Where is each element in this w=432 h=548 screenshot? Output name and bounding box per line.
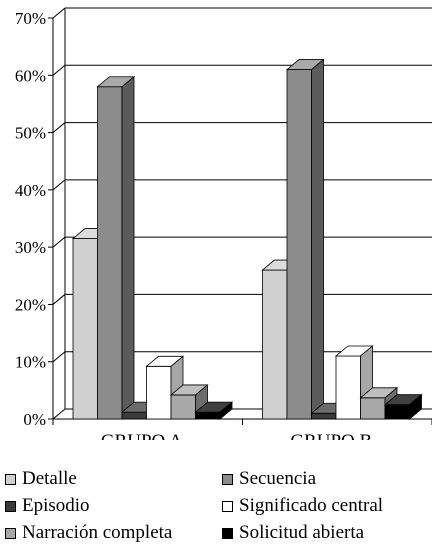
legend: Detalle Secuencia Episodio Significado c… [0,440,432,548]
y-tick-label: 10% [15,353,46,372]
y-tick-label: 20% [15,295,46,314]
y-tick-label: 70% [15,9,46,28]
gridline-depth [52,122,66,133]
legend-item-detalle: Detalle [5,468,77,490]
bar-side [409,393,422,420]
legend-label: Significado central [239,495,384,516]
gridline-depth [52,294,66,305]
x-tick-label: GRUPO A [101,431,183,440]
bar-side [311,58,324,420]
legend-item-significado-central: Significado central [222,495,383,517]
legend-swatch [222,527,233,539]
legend-item-solicitud-abierta: Solicitud abierta [222,522,364,544]
bar [146,365,172,420]
legend-item-secuencia: Secuencia [222,468,316,490]
bar [286,69,312,420]
x-tick-label: GRUPO B [290,431,372,440]
gridline-depth [52,179,66,191]
legend-swatch [222,500,233,512]
bar-chart: 0% 10% 20% 30% 40% 50% 60% 70% GRUPO A GRUPO B [15,7,432,440]
bar-side [121,75,135,420]
bar [384,404,410,420]
bar [262,269,288,420]
gridline-depth [52,7,66,19]
bar [72,238,98,420]
legend-label: Narración completa [22,522,173,543]
legend-label: Solicitud abierta [239,522,365,543]
legend-swatch [222,473,233,485]
gridline-depth [52,64,66,76]
bar [335,355,361,420]
legend-swatch [5,527,16,539]
legend-swatch [5,500,16,512]
gridline-depth [52,408,66,420]
legend-label: Episodio [22,495,90,516]
y-tick-label: 0% [23,410,46,429]
gridline-depth [52,351,66,363]
y-tick-label: 50% [15,124,46,143]
bar [97,86,123,420]
y-tick-label: 60% [15,66,46,85]
legend-label: Detalle [22,468,77,489]
bar [195,411,221,420]
y-tick-label: 30% [15,238,46,257]
bar [170,394,196,420]
gridline-depth [52,236,66,248]
bar-side [219,401,233,420]
legend-label: Secuencia [239,468,317,489]
legend-swatch [5,473,16,485]
legend-item-episodio: Episodio [5,495,90,517]
y-tick-label: 40% [15,181,46,200]
bar [360,397,386,420]
bar [121,411,147,420]
legend-item-narracion-completa: Narración completa [5,522,172,544]
bar [311,412,337,420]
